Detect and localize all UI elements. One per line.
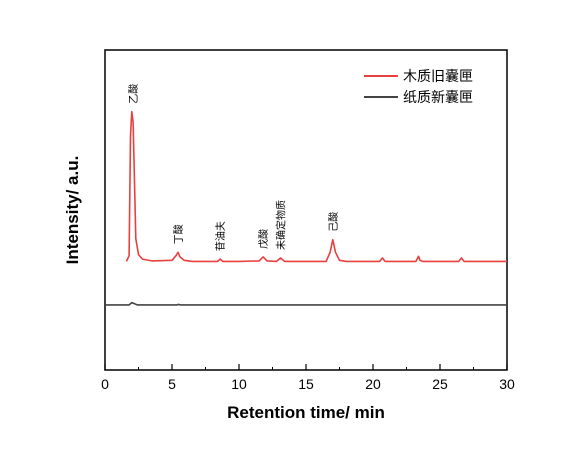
peak-annotation-4: 未确定物质 — [275, 200, 288, 250]
peak-annotation-2: 苷油夫 — [214, 221, 227, 251]
legend-label-wood-old-box: 木质旧囊匣 — [403, 68, 473, 85]
peak-annotation-1: 丁酸 — [172, 224, 185, 244]
x-tick-label: 5 — [168, 376, 176, 392]
x-tick-label: 20 — [365, 376, 381, 392]
x-tick-label: 0 — [101, 376, 109, 392]
legend-label-paper-new-box: 纸质新囊匣 — [403, 89, 473, 106]
series-line-1 — [105, 301, 507, 306]
x-tick-label: 30 — [499, 376, 515, 392]
legend: 木质旧囊匣 纸质新囊匣 — [364, 68, 473, 106]
x-tick-label: 10 — [231, 376, 247, 392]
y-axis-title: Intensity/ a.u. — [63, 156, 82, 265]
peak-annotation-0: 乙酸 — [127, 84, 140, 104]
x-tick-label: 15 — [298, 376, 314, 392]
peak-annotation-5: 己酸 — [327, 212, 340, 232]
peak-annotation-3: 戊酸 — [257, 229, 270, 249]
x-axis-title: Retention time/ min — [227, 403, 385, 422]
x-tick-label: 25 — [432, 376, 448, 392]
x-axis-ticks: 0 5 10 15 20 25 30 — [101, 364, 515, 392]
series-layer — [105, 110, 507, 306]
series-line-0 — [125, 110, 507, 263]
